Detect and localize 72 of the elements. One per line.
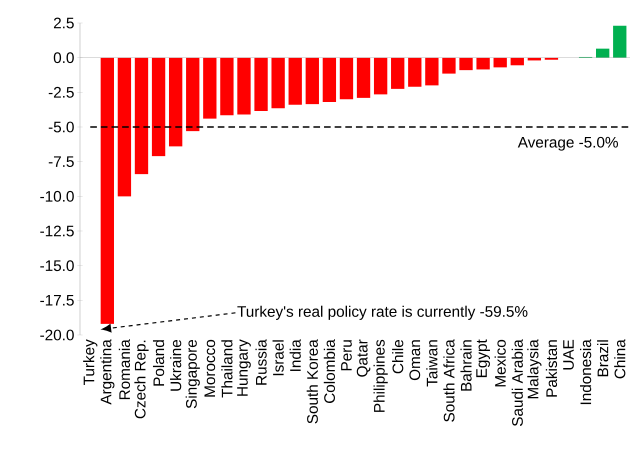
x-tick-label: South Korea xyxy=(306,339,318,424)
bar xyxy=(494,58,507,68)
x-tick-label: Morocco xyxy=(204,340,216,397)
y-tick-label: 2.5 xyxy=(54,18,74,28)
bar xyxy=(186,58,200,132)
x-tick-label: Thailand xyxy=(221,340,232,398)
x-tick-label: UAE xyxy=(563,340,574,370)
x-tick-label: Qatar xyxy=(356,340,370,377)
x-tick-label: Russia xyxy=(255,339,267,385)
annotation: Turkey's real policy rate is currently -59.5% xyxy=(237,306,528,320)
y-tick-label: -15.0 xyxy=(40,260,74,272)
x-tick-label: Chile xyxy=(392,340,404,374)
bar xyxy=(476,58,490,70)
y-tick-label: 0.0 xyxy=(54,52,74,64)
x-tick-label: Oman xyxy=(409,340,420,380)
y-tick-label: -17.5 xyxy=(40,295,74,306)
y-tick-label: -12.5 xyxy=(40,226,74,236)
bar xyxy=(288,58,302,105)
bar xyxy=(306,58,319,104)
bar xyxy=(340,58,354,100)
bar xyxy=(271,58,285,108)
x-tick-label: India xyxy=(290,339,301,371)
x-tick-label: Israel xyxy=(272,340,284,376)
ref-line-label: Average -5.0% xyxy=(518,136,618,151)
bar xyxy=(391,58,404,89)
bar xyxy=(613,26,626,58)
x-tick-label: Turkey xyxy=(83,339,98,386)
x-tick-label: Brazil xyxy=(597,340,608,376)
bar xyxy=(442,58,456,74)
bar xyxy=(118,58,132,196)
bar xyxy=(134,58,148,174)
y-tick-label: -2.5 xyxy=(48,86,74,98)
x-tick-label: Egypt xyxy=(476,339,490,378)
x-tick-label: Bahrain xyxy=(460,340,472,391)
bar xyxy=(168,58,182,146)
x-tick-label: Argentina xyxy=(100,339,114,405)
bar xyxy=(203,58,216,119)
x-tick-label: Saudi Arabia xyxy=(512,339,523,426)
x-tick-label: Pakistan xyxy=(546,340,558,397)
bar xyxy=(100,58,114,324)
bar xyxy=(254,58,268,112)
bar xyxy=(237,58,251,115)
x-tick-label: Philippines xyxy=(374,340,388,412)
bar xyxy=(510,58,524,66)
x-tick-label: Romania xyxy=(118,339,130,400)
x-tick-label: Ukraine xyxy=(170,340,182,391)
bar xyxy=(356,58,370,98)
x-tick-label: Colombia xyxy=(324,339,335,404)
bar xyxy=(408,58,422,87)
x-tick-label: China xyxy=(614,339,626,378)
x-tick-label: Taiwan xyxy=(426,340,438,386)
y-tick-label: -10.0 xyxy=(40,190,74,202)
x-tick-label: Peru xyxy=(341,340,352,370)
bar xyxy=(374,58,388,94)
x-tick-label: Mexico xyxy=(494,340,506,386)
bar xyxy=(220,58,234,116)
bar xyxy=(152,58,166,156)
bar xyxy=(322,58,336,102)
bar xyxy=(596,48,610,58)
x-tick-label: Czech Rep. xyxy=(134,340,149,418)
y-tick-label: -7.5 xyxy=(48,156,74,167)
x-tick-label: Malaysia xyxy=(527,339,542,398)
bar xyxy=(528,58,542,60)
x-tick-label: Indonesia xyxy=(580,339,592,404)
y-tick-label: -20.0 xyxy=(40,330,74,340)
y-tick-label: -5.0 xyxy=(48,122,74,132)
x-tick-label: Hungary xyxy=(237,339,251,396)
x-tick-label: Poland xyxy=(152,340,164,386)
x-tick-label: Singapore xyxy=(186,340,200,408)
bar xyxy=(425,58,439,86)
x-tick-label: South Africa xyxy=(443,339,455,422)
bar xyxy=(459,58,473,70)
